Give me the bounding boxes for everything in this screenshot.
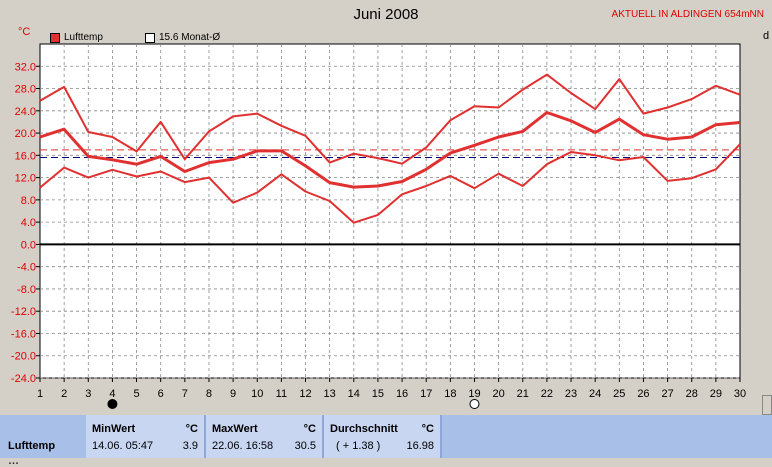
x-tick-label: 17 (420, 388, 432, 400)
avg-cell: Durchschnitt °C ( + 1.38 ) 16.98 (324, 415, 442, 458)
series-line-mean (39, 111, 741, 189)
y-tick-label: -12.0 (11, 306, 36, 318)
temperature-chart: 32.0 28.0 24.0 20.0 16.0 12.0 8.0 4.0 0.0 -4.0 -8.… (11, 43, 746, 409)
x-tick-label: 21 (517, 388, 529, 400)
max-cell: MaxWert °C 22.06. 16:58 30.5 (206, 415, 324, 458)
y-tick-label: 8.0 (21, 195, 36, 207)
y-tick-label: -16.0 (11, 328, 36, 340)
row-label-next: … (8, 455, 19, 467)
x-tick-label: 3 (85, 388, 91, 400)
x-tick-label: 23 (565, 388, 577, 400)
stats-panel: Lufttemp … MinWert °C 14.06. 05:47 3.9 M… (0, 415, 772, 467)
y-tick-label: 32.0 (15, 61, 36, 73)
avg-delta: ( + 1.38 ) (336, 440, 381, 452)
x-tick-label: 24 (589, 388, 601, 400)
x-tick-label: 7 (182, 388, 188, 400)
y-tick-label: 28.0 (15, 84, 36, 96)
series-line-max (39, 73, 741, 165)
x-tick-label: 20 (492, 388, 504, 400)
x-tick-label: 16 (396, 388, 408, 400)
x-tick-label: 1 (37, 388, 43, 400)
y-tick-label: 24.0 (15, 106, 36, 118)
x-tick-label: 19 (468, 388, 480, 400)
x-tick-label: 15 (372, 388, 384, 400)
min-datetime: 14.06. 05:47 (92, 440, 154, 452)
max-unit: °C (303, 423, 316, 435)
x-tick-label: 2 (61, 388, 67, 400)
legend-label-lufttemp: Lufttemp (64, 32, 103, 43)
x-tick-label: 27 (661, 388, 673, 400)
x-tick-label: 25 (613, 388, 625, 400)
y-unit-label: °C (18, 26, 31, 38)
min-value: 3.9 (182, 440, 198, 452)
x-tick-label: 11 (276, 388, 287, 400)
edge-label: d (763, 30, 770, 42)
legend-item-lufttemp[interactable]: Lufttemp (50, 32, 103, 43)
y-tick-label: 16.0 (15, 150, 36, 162)
x-tick-label: 12 (299, 388, 311, 400)
row-label: Lufttemp (8, 440, 56, 452)
avg-header: Durchschnitt (330, 423, 398, 435)
x-tick-label: 8 (206, 388, 212, 400)
series-line-min (39, 143, 741, 224)
full-moon-marker (469, 399, 480, 409)
y-tick-label: 12.0 (15, 173, 36, 185)
x-tick-label: 4 (109, 388, 115, 400)
y-tick-label: 0.0 (21, 239, 36, 251)
legend-swatch-red (50, 32, 60, 43)
y-tick-label: -8.0 (17, 284, 36, 296)
chart-title: Juni 2008 (353, 6, 419, 23)
y-tick-label: 20.0 (15, 128, 36, 140)
min-cell: MinWert °C 14.06. 05:47 3.9 (86, 415, 206, 458)
min-header: MinWert (92, 423, 136, 435)
y-tick-label: -4.0 (17, 262, 36, 274)
x-tick-label: 30 (734, 388, 746, 400)
x-tick-label: 29 (710, 388, 722, 400)
x-tick-label: 18 (444, 388, 456, 400)
x-tick-label: 5 (133, 388, 139, 400)
x-tick-label: 22 (541, 388, 553, 400)
x-tick-label: 14 (348, 388, 360, 400)
y-tick-label: -24.0 (11, 373, 36, 385)
plot-area (39, 43, 741, 379)
max-header: MaxWert (212, 423, 258, 435)
x-tick-label: 10 (251, 388, 263, 400)
legend-item-monat[interactable]: 15.6 Monat-Ø (145, 32, 220, 43)
legend-label-monat: 15.6 Monat-Ø (159, 32, 221, 43)
x-tick-label: 9 (230, 388, 236, 400)
x-tick-label: 13 (324, 388, 336, 400)
avg-unit: °C (421, 423, 434, 435)
scrollbar[interactable] (762, 395, 772, 415)
max-datetime: 22.06. 16:58 (212, 440, 274, 452)
max-value: 30.5 (294, 440, 316, 452)
station-label: AKTUELL IN ALDINGEN 654mNN (611, 9, 764, 20)
y-tick-label: 4.0 (21, 217, 36, 229)
new-moon-marker (107, 399, 118, 409)
y-tick-label: -20.0 (11, 351, 36, 363)
legend-swatch-white (145, 32, 155, 43)
x-tick-label: 6 (158, 388, 164, 400)
x-tick-label: 26 (637, 388, 649, 400)
avg-value: 16.98 (406, 440, 434, 452)
min-unit: °C (185, 423, 198, 435)
x-tick-label: 28 (686, 388, 698, 400)
